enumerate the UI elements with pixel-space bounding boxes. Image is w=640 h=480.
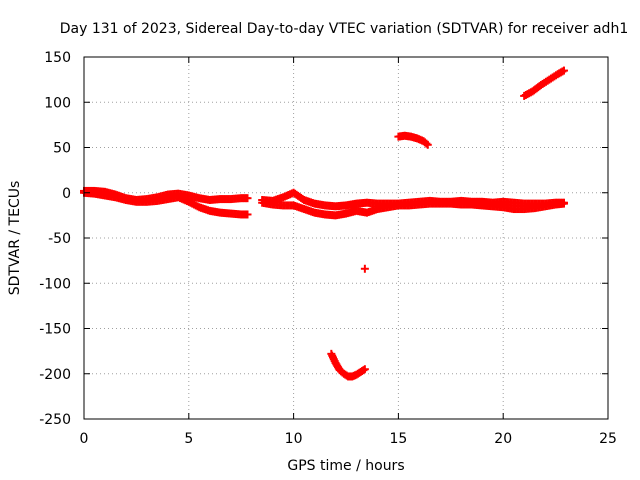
series-segment-15h <box>394 131 432 149</box>
y-tick-label: 0 <box>62 186 71 202</box>
y-tick-label: -200 <box>39 367 71 383</box>
y-tick-label: 50 <box>53 141 71 157</box>
y-axis-title: SDTVAR / TECUs <box>7 181 23 296</box>
y-tick-labels: 150 100 50 0 -50 -100 -150 -200 -250 <box>39 50 71 428</box>
grid <box>84 57 608 419</box>
axis-ticks <box>83 56 609 420</box>
y-tick-label: -250 <box>39 412 71 428</box>
series-outlier <box>360 264 369 273</box>
plot-frame <box>83 56 609 420</box>
y-tick-label: -50 <box>48 231 71 247</box>
x-tick-label: 20 <box>494 431 512 447</box>
y-tick-label: -100 <box>39 276 71 292</box>
x-tick-labels: 0 5 10 15 20 25 <box>80 431 617 447</box>
x-axis-title: GPS time / hours <box>287 458 404 474</box>
x-tick-label: 15 <box>389 431 407 447</box>
y-tick-label: 100 <box>44 95 71 111</box>
x-tick-label: 10 <box>285 431 303 447</box>
y-tick-label: -150 <box>39 322 71 338</box>
x-tick-label: 0 <box>80 431 89 447</box>
chart-title: Day 131 of 2023, Sidereal Day-to-day VTE… <box>60 21 628 37</box>
x-tick-label: 5 <box>184 431 193 447</box>
x-tick-label: 25 <box>599 431 617 447</box>
y-tick-label: 150 <box>44 50 71 66</box>
data-points <box>80 66 568 381</box>
series-segment-12h <box>327 349 369 381</box>
series-segment-21h <box>520 66 568 100</box>
